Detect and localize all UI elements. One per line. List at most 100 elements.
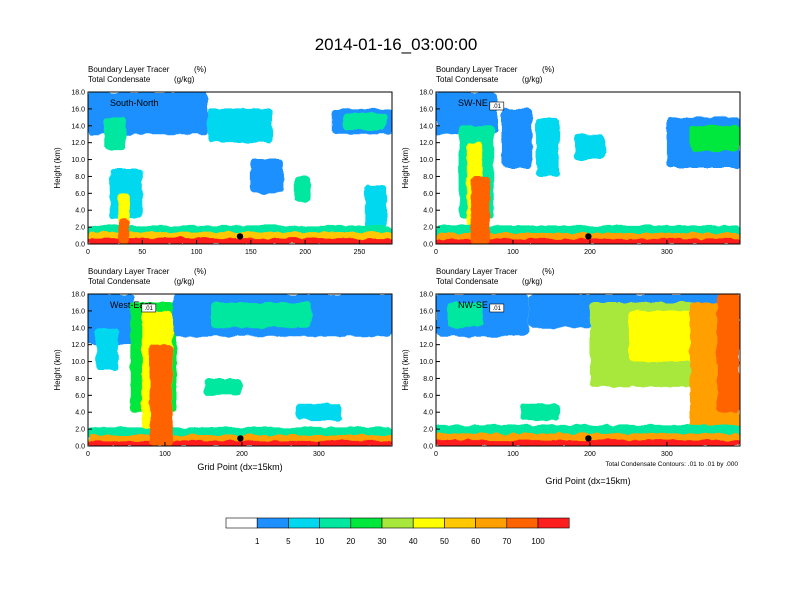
y-tick-label: 10.0 (71, 157, 85, 164)
field-cell (501, 108, 533, 168)
x-tick-label: 100 (507, 451, 519, 458)
colorbar-label: 40 (409, 537, 418, 546)
colorbar-label: 10 (315, 537, 324, 546)
field-cell (104, 117, 126, 152)
x-tick-label: 0 (86, 249, 90, 256)
location-marker (237, 435, 244, 442)
y-tick-label: 2.0 (75, 427, 85, 434)
y-tick-label: 4.0 (423, 208, 433, 215)
colorbar-swatch (412, 517, 445, 529)
colorbar-label: 100 (531, 537, 545, 546)
x-tick-label: 300 (661, 451, 673, 458)
x-tick-label: 300 (661, 249, 673, 256)
field-cell (203, 378, 242, 396)
colorbar-label: 20 (346, 537, 355, 546)
contour-label: .01 (493, 104, 502, 110)
x-tick-label: 0 (434, 249, 438, 256)
y-tick-label: 2.0 (423, 225, 433, 232)
x-tick-label: 200 (584, 451, 596, 458)
colorbar-swatch (444, 517, 476, 529)
y-tick-label: 0.0 (75, 444, 85, 451)
colorbar-label: 1 (255, 537, 260, 546)
colorbar-label: 60 (471, 537, 480, 546)
y-tick-label: 8.0 (423, 376, 433, 383)
colorbar: 1 5 10 20 30 40 50 60 70 100 (225, 517, 570, 546)
y-tick-label: 18.0 (419, 90, 433, 97)
panel-title-line1-unit: (%) (542, 65, 555, 74)
panel-title-line2: Total Condensate (88, 75, 151, 84)
colorbar-label: 5 (286, 537, 291, 546)
y-tick-label: 2.0 (423, 427, 433, 434)
panel-title-line2-unit: (g/kg) (522, 277, 543, 286)
location-marker (236, 233, 244, 240)
panel-title-line1-unit: (%) (194, 65, 207, 74)
chart-panel-2: 0.0 2.0 4.0 6.0 8.0 10.0 12.0 14.0 16.0 18.0 0 100 2… (401, 65, 741, 256)
colorbar-swatch (225, 517, 258, 529)
y-tick-label: 14.0 (71, 123, 85, 130)
chart-panel-4: 0.0 2.0 4.0 6.0 8.0 10.0 12.0 14.0 16.0 18.0 0 100 2… (401, 267, 741, 486)
y-tick-label: 4.0 (75, 410, 85, 417)
x-tick-label: 100 (191, 249, 203, 256)
contour-label-box (141, 303, 157, 313)
field-cell (436, 238, 740, 244)
field-cell (250, 159, 284, 194)
x-tick-label: 300 (313, 451, 325, 458)
y-axis-label: Height (km) (53, 147, 62, 189)
plot-frame (435, 91, 741, 245)
panel-title-line1: Boundary Layer Tracer (88, 267, 170, 276)
field-cell (109, 168, 143, 219)
colorbar-swatch (256, 517, 289, 529)
colorbar-swatch (319, 517, 352, 529)
y-tick-label: 16.0 (71, 106, 85, 113)
panel-title-line2: Total Condensate (88, 277, 151, 286)
field-cell (149, 344, 173, 446)
y-tick-label: 12.0 (419, 342, 433, 349)
y-tick-label: 14.0 (71, 325, 85, 332)
x-tick-label: 200 (236, 451, 248, 458)
field-cell (716, 294, 740, 413)
colorbar-label: 30 (378, 537, 387, 546)
x-tick-label: 150 (245, 249, 257, 256)
x-tick-label: 100 (159, 451, 171, 458)
plot-frame (87, 91, 393, 245)
y-tick-label: 6.0 (75, 191, 85, 198)
field-cell (118, 218, 130, 244)
y-tick-label: 10.0 (71, 359, 85, 366)
panel-title-line2-unit: (g/kg) (174, 277, 195, 286)
contour-label: .01 (145, 306, 154, 312)
y-tick-label: 14.0 (419, 325, 433, 332)
y-axis-label: Height (km) (53, 349, 62, 391)
field-cell (520, 403, 560, 421)
chart-panel-3: 0.0 2.0 4.0 6.0 8.0 10.0 12.0 14.0 16.0 18.0 0 100 2… (53, 267, 393, 472)
y-tick-label: 10.0 (419, 359, 433, 366)
field-cell (447, 302, 483, 328)
panel-label: SW-NE (458, 98, 488, 108)
y-tick-label: 6.0 (423, 393, 433, 400)
contour-label-box (489, 303, 505, 313)
y-tick-label: 10.0 (419, 157, 433, 164)
field-cell (470, 176, 490, 244)
contour-footnote: Total Condensate Contours: .01 to .01 by… (605, 461, 738, 468)
x-tick-label: 100 (507, 249, 519, 256)
y-tick-label: 0.0 (423, 242, 433, 249)
panel-title-line1: Boundary Layer Tracer (88, 65, 170, 74)
contour-label-box (489, 101, 505, 111)
panel-title-line2-unit: (g/kg) (174, 75, 195, 84)
x-axis-label: Grid Point (dx=15km) (545, 476, 630, 486)
panel-title-line2-unit: (g/kg) (522, 75, 543, 84)
location-marker (585, 233, 592, 240)
field-cell (294, 176, 311, 202)
shaded-field (88, 294, 392, 446)
colorbar-swatch (288, 517, 320, 529)
y-tick-label: 16.0 (419, 106, 433, 113)
x-tick-label: 0 (86, 451, 90, 458)
y-tick-label: 6.0 (75, 393, 85, 400)
field-cell (689, 125, 740, 152)
panel-title-line1-unit: (%) (194, 267, 207, 276)
colorbar-label: 70 (502, 537, 511, 546)
panel-title-line2: Total Condensate (436, 277, 499, 286)
y-tick-label: 8.0 (423, 174, 433, 181)
y-tick-label: 4.0 (75, 208, 85, 215)
chart-panel-1: 0.0 2.0 4.0 6.0 8.0 10.0 12.0 14.0 16.0 18.0 0 50 10… (53, 65, 393, 256)
y-tick-label: 18.0 (71, 292, 85, 299)
